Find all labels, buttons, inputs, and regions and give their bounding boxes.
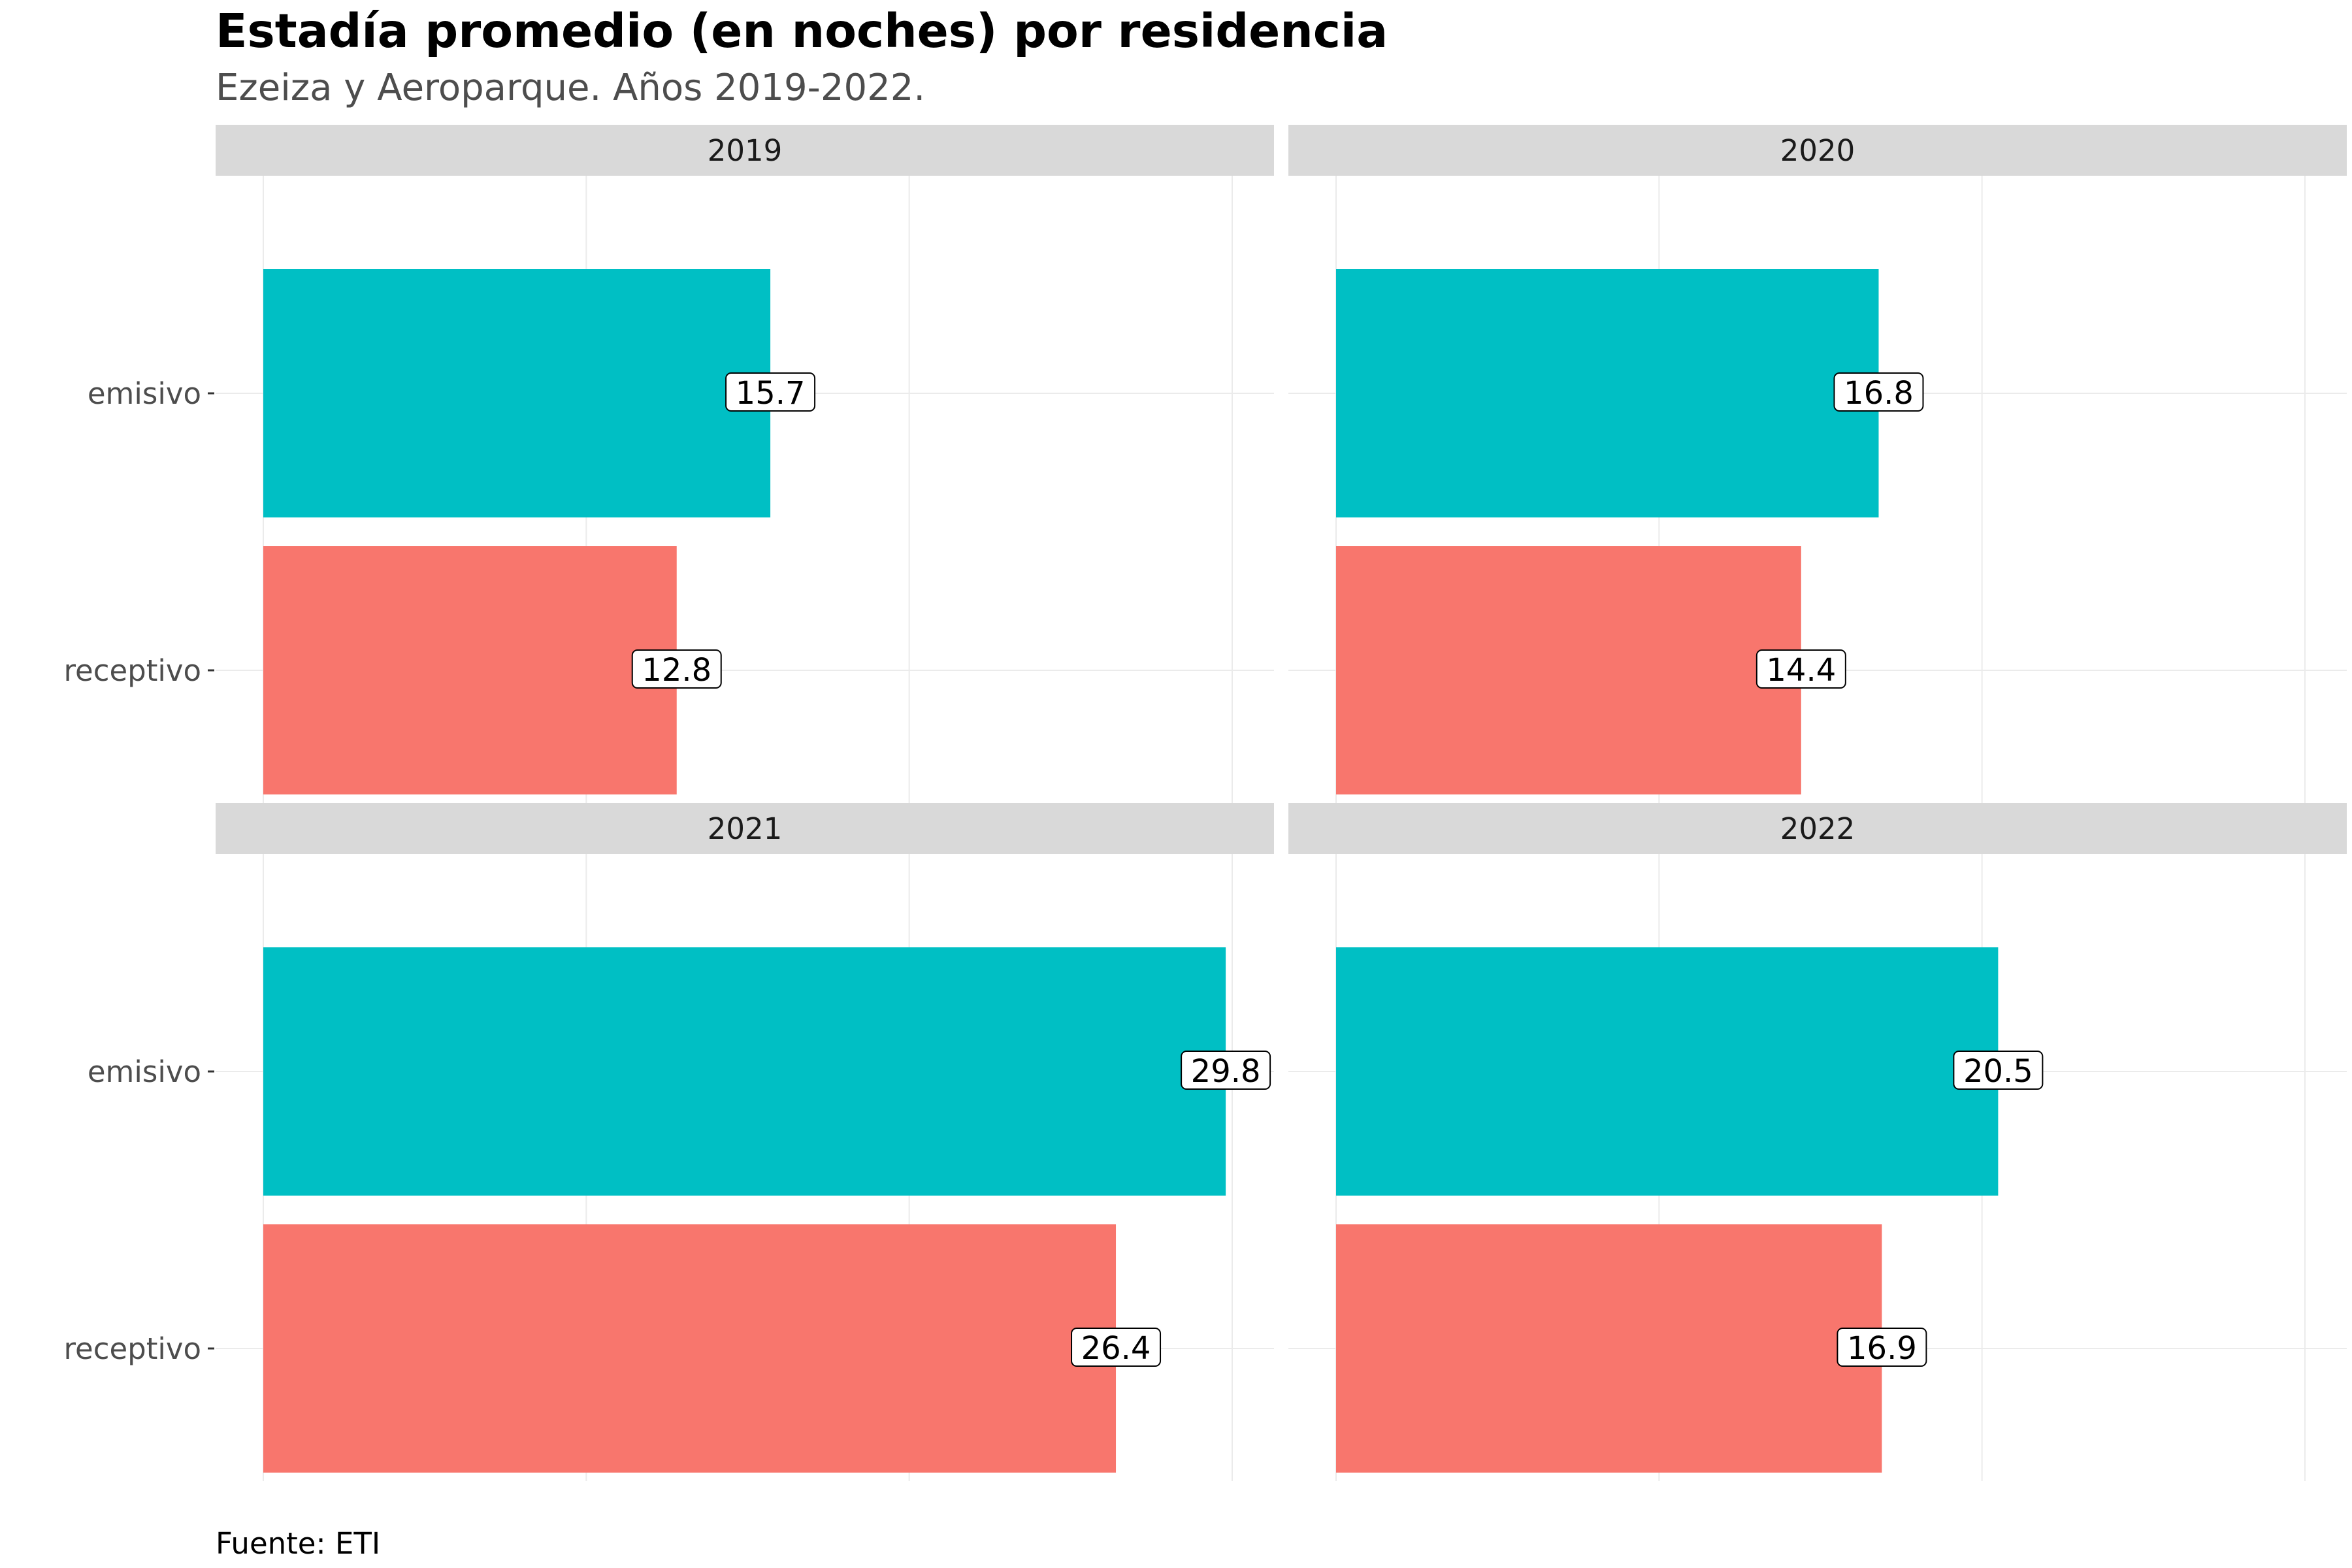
bar-emisivo-2020 xyxy=(1336,269,1879,517)
y-tick-label-receptivo: receptivo xyxy=(64,1331,202,1366)
facet-panel-2019: 2019 15.7 12.8 emisivo receptivo xyxy=(64,125,1274,803)
data-label-receptivo-2019: 12.8 xyxy=(642,652,711,689)
data-label-box xyxy=(631,649,722,689)
bar-receptivo-2019 xyxy=(263,546,677,794)
bar-emisivo-2019 xyxy=(263,269,771,517)
facet-strip-label: 2021 xyxy=(708,811,783,846)
facet-panel-2021: 2021 29.8 26.4 emisivo receptivo xyxy=(64,803,1274,1481)
bar-emisivo-2022 xyxy=(1336,947,1999,1196)
data-label-emisivo-2019: 15.7 xyxy=(736,375,806,412)
data-label-box xyxy=(1833,372,1924,412)
bar-receptivo-2021 xyxy=(263,1224,1117,1473)
data-label-box xyxy=(1837,1328,1927,1367)
data-label-receptivo-2021: 26.4 xyxy=(1081,1330,1151,1367)
y-tick-label-emisivo: emisivo xyxy=(88,376,201,411)
facet-strip xyxy=(1288,803,2347,854)
data-label-receptivo-2022: 16.9 xyxy=(1847,1330,1917,1367)
data-label-box xyxy=(1953,1051,2044,1090)
data-label-emisivo-2022: 20.5 xyxy=(1963,1053,2033,1090)
facet-strip-label: 2022 xyxy=(1780,811,1855,846)
facet-panel-2022: 2022 20.5 16.9 xyxy=(1288,803,2347,1481)
data-label-box xyxy=(1756,649,1846,689)
data-label-box xyxy=(725,372,816,412)
facet-strip xyxy=(216,803,1274,854)
y-tick-label-receptivo: receptivo xyxy=(64,653,202,688)
chart-caption: Fuente: ETI xyxy=(216,1526,380,1561)
bar-receptivo-2020 xyxy=(1336,546,1801,794)
facet-strip xyxy=(216,125,1274,176)
bar-receptivo-2022 xyxy=(1336,1224,1882,1473)
chart-title: Estadía promedio (en noches) por residen… xyxy=(216,4,1388,58)
facet-panel-2020: 2020 16.8 14.4 xyxy=(1288,125,2347,803)
facet-strip xyxy=(1288,125,2347,176)
facet-strip-label: 2020 xyxy=(1780,133,1855,168)
facet-panels: 2019 15.7 12.8 emisivo receptivo 2020 16.8 14.4… xyxy=(64,125,2347,1481)
data-label-receptivo-2020: 14.4 xyxy=(1766,652,1836,689)
data-label-box xyxy=(1181,1051,1271,1090)
data-label-emisivo-2021: 29.8 xyxy=(1191,1053,1261,1090)
facet-strip-label: 2019 xyxy=(708,133,783,168)
bar-emisivo-2021 xyxy=(263,947,1226,1196)
data-label-box xyxy=(1071,1328,1162,1367)
chart-subtitle: Ezeiza y Aeroparque. Años 2019-2022. xyxy=(216,67,925,109)
data-label-emisivo-2020: 16.8 xyxy=(1844,375,1914,412)
y-tick-label-emisivo: emisivo xyxy=(88,1054,201,1089)
